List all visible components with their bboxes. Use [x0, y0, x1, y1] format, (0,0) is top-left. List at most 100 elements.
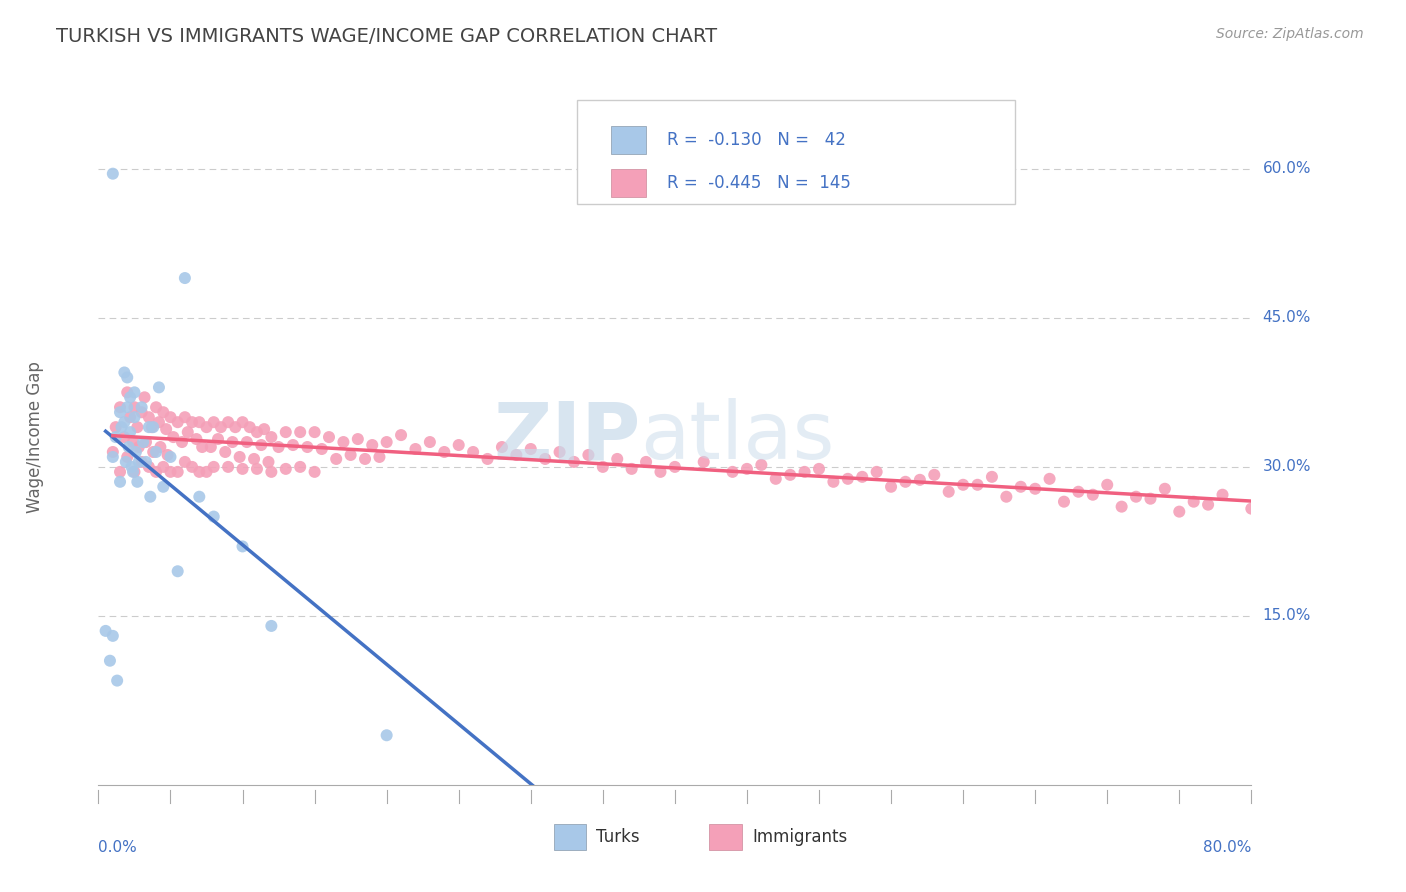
Point — [1053, 494, 1076, 508]
Point — [188, 415, 211, 429]
FancyBboxPatch shape — [710, 824, 742, 850]
Point — [880, 480, 903, 494]
Point — [224, 420, 246, 434]
Point — [181, 415, 204, 429]
Point — [112, 366, 135, 380]
Text: R =  -0.445   N =  145: R = -0.445 N = 145 — [666, 174, 851, 192]
Point — [148, 380, 170, 394]
Point — [214, 445, 236, 459]
Point — [1081, 488, 1104, 502]
Point — [260, 619, 283, 633]
Text: atlas: atlas — [640, 398, 835, 476]
Point — [207, 432, 229, 446]
Point — [908, 473, 931, 487]
Point — [131, 405, 153, 419]
Point — [177, 425, 200, 439]
Point — [148, 415, 170, 429]
Point — [534, 452, 557, 467]
Point — [155, 422, 177, 436]
Point — [243, 452, 266, 467]
Text: ZIP: ZIP — [494, 398, 640, 476]
Point — [260, 430, 283, 444]
Point — [938, 484, 960, 499]
Point — [138, 459, 160, 474]
Point — [191, 440, 214, 454]
Point — [578, 448, 600, 462]
Point — [128, 455, 150, 469]
Point — [152, 480, 174, 494]
Text: 15.0%: 15.0% — [1263, 608, 1310, 624]
Point — [217, 459, 239, 474]
Point — [142, 420, 165, 434]
Point — [101, 629, 124, 643]
Point — [121, 459, 143, 474]
Point — [209, 420, 232, 434]
Point — [664, 459, 686, 474]
Point — [236, 435, 259, 450]
Point — [346, 432, 368, 446]
Point — [253, 422, 276, 436]
Point — [131, 455, 153, 469]
Point — [131, 401, 153, 415]
Point — [318, 430, 340, 444]
Point — [952, 477, 974, 491]
Point — [246, 462, 269, 476]
Point — [156, 448, 179, 462]
Point — [793, 465, 815, 479]
Point — [721, 465, 744, 479]
Text: 30.0%: 30.0% — [1263, 459, 1310, 475]
Point — [145, 445, 167, 459]
Point — [170, 435, 193, 450]
Point — [231, 462, 254, 476]
Point — [202, 459, 225, 474]
Point — [1153, 482, 1175, 496]
Point — [110, 420, 132, 434]
Point — [114, 455, 136, 469]
Point — [120, 410, 142, 425]
Point — [108, 405, 131, 419]
Point — [174, 271, 197, 285]
Text: Turks: Turks — [596, 828, 640, 847]
Point — [260, 465, 283, 479]
Point — [779, 467, 801, 482]
Point — [304, 425, 326, 439]
FancyBboxPatch shape — [612, 169, 647, 197]
Point — [174, 410, 197, 425]
Point — [125, 445, 148, 459]
Text: R =  -0.130   N =   42: R = -0.130 N = 42 — [666, 131, 845, 149]
Point — [174, 455, 197, 469]
Point — [297, 440, 319, 454]
Point — [135, 455, 157, 469]
Point — [152, 459, 174, 474]
Point — [101, 167, 124, 181]
Point — [1097, 477, 1119, 491]
Point — [221, 435, 243, 450]
Point — [1212, 488, 1234, 502]
Point — [368, 450, 391, 464]
Point — [195, 465, 218, 479]
Point — [138, 420, 160, 434]
Point — [138, 410, 160, 425]
Point — [217, 415, 239, 429]
Point — [104, 430, 127, 444]
Point — [166, 465, 188, 479]
Point — [108, 475, 131, 489]
Point — [127, 420, 149, 434]
Point — [995, 490, 1018, 504]
Point — [823, 475, 845, 489]
Point — [117, 385, 138, 400]
Point — [108, 401, 131, 415]
Point — [188, 490, 211, 504]
Point — [267, 440, 290, 454]
Point — [117, 450, 138, 464]
Point — [1182, 494, 1205, 508]
Point — [128, 440, 150, 454]
Point — [281, 438, 304, 452]
FancyBboxPatch shape — [554, 824, 586, 850]
Point — [159, 450, 181, 464]
Point — [188, 465, 211, 479]
Point — [120, 425, 142, 439]
Point — [200, 440, 222, 454]
Point — [104, 420, 127, 434]
Point — [491, 440, 513, 454]
